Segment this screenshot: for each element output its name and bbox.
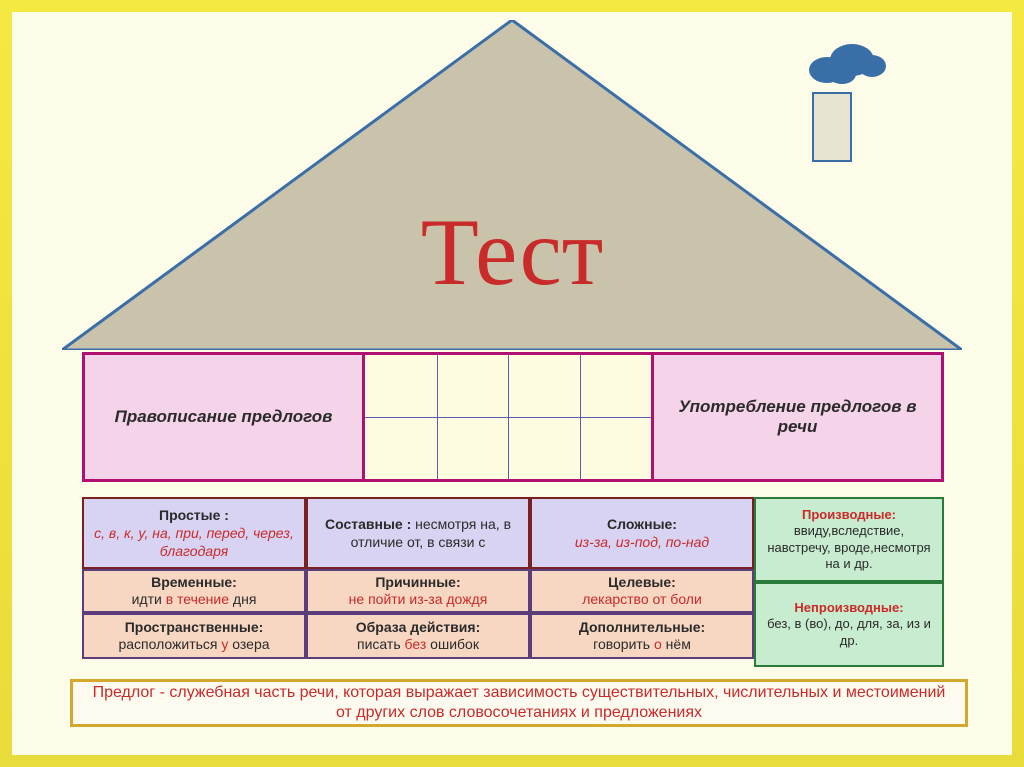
right-column: Производные: ввиду,вследствие, навстречу… bbox=[754, 497, 944, 667]
meaning-spatial-example: расположиться у озера bbox=[118, 636, 269, 653]
type-simple-header: Простые : bbox=[159, 506, 229, 524]
meaning-additional-header: Дополнительные: bbox=[579, 619, 705, 636]
type-simple: Простые : с, в, к, у, на, при, перед, че… bbox=[82, 497, 306, 569]
left-column: Простые : с, в, к, у, на, при, перед, че… bbox=[82, 497, 754, 667]
meanings-block: Временные: идти в течение дня Причинные:… bbox=[82, 569, 754, 667]
nonderived-header: Непроизводные: bbox=[794, 600, 903, 616]
window-grid bbox=[365, 355, 651, 479]
meaning-temporal-header: Временные: bbox=[151, 574, 237, 591]
types-row: Простые : с, в, к, у, на, при, перед, че… bbox=[82, 497, 754, 569]
right-topic-box: Употребление предлогов в речи bbox=[651, 355, 941, 479]
type-simple-example: с, в, к, у, на, при, перед, через, благо… bbox=[90, 524, 298, 560]
canvas: Тест Правописание предлогов Употребление… bbox=[12, 12, 1012, 755]
meaning-spatial-header: Пространственные: bbox=[125, 619, 264, 636]
type-complex-example: из-за, из-под, по-над bbox=[575, 533, 709, 551]
meaning-manner-header: Образа действия: bbox=[356, 619, 480, 636]
content-grid: Простые : с, в, к, у, на, при, перед, че… bbox=[82, 497, 944, 667]
type-compound: Составные : несмотря на, в отличие от, в… bbox=[306, 497, 530, 569]
meaning-temporal: Временные: идти в течение дня bbox=[82, 569, 306, 613]
derived-text: ввиду,вследствие, навстречу, вроде,несмо… bbox=[762, 523, 936, 572]
nonderived-text: без, в (во), до, для, за, из и др. bbox=[762, 616, 936, 649]
type-complex: Сложные: из-за, из-под, по-над bbox=[530, 497, 754, 569]
type-compound-header: Составные : bbox=[325, 516, 411, 532]
meaning-manner: Образа действия: писать без ошибок bbox=[306, 613, 530, 659]
meaning-causal: Причинные: не пойти из-за дождя bbox=[306, 569, 530, 613]
derived-box: Производные: ввиду,вследствие, навстречу… bbox=[754, 497, 944, 582]
meaning-temporal-example: идти в течение дня bbox=[132, 591, 257, 608]
nonderived-box: Непроизводные: без, в (во), до, для, за,… bbox=[754, 582, 944, 667]
derived-header: Производные: bbox=[802, 507, 896, 523]
left-topic-box: Правописание предлогов bbox=[85, 355, 365, 479]
meaning-purpose-example: лекарство от боли bbox=[582, 591, 702, 608]
outer-frame: Тест Правописание предлогов Употребление… bbox=[0, 0, 1024, 767]
definition-footer: Предлог - служебная часть речи, которая … bbox=[70, 679, 968, 727]
meaning-causal-header: Причинные: bbox=[375, 574, 460, 591]
type-complex-header: Сложные: bbox=[607, 515, 677, 533]
meaning-purpose-header: Целевые: bbox=[608, 574, 676, 591]
meaning-purpose: Целевые: лекарство от боли bbox=[530, 569, 754, 613]
meaning-additional-example: говорить о нём bbox=[593, 636, 691, 653]
meaning-additional: Дополнительные: говорить о нём bbox=[530, 613, 754, 659]
main-title: Тест bbox=[12, 197, 1012, 307]
meaning-causal-example: не пойти из-за дождя bbox=[349, 591, 488, 608]
meaning-spatial: Пространственные: расположиться у озера bbox=[82, 613, 306, 659]
meaning-manner-example: писать без ошибок bbox=[357, 636, 479, 653]
window-row: Правописание предлогов Употребление пред… bbox=[82, 352, 944, 482]
